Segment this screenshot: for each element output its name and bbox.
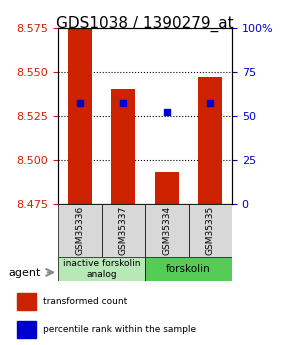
Bar <box>145 257 232 281</box>
Bar <box>102 204 145 257</box>
Text: GSM35335: GSM35335 <box>206 206 215 255</box>
Bar <box>111 89 135 204</box>
Text: GSM35336: GSM35336 <box>75 206 84 255</box>
Text: transformed count: transformed count <box>43 297 127 306</box>
Bar <box>145 204 188 257</box>
Text: forskolin: forskolin <box>166 264 211 274</box>
Bar <box>58 204 102 257</box>
Bar <box>58 257 145 281</box>
Text: percentile rank within the sample: percentile rank within the sample <box>43 325 196 334</box>
Text: agent: agent <box>9 268 41 278</box>
Text: GSM35334: GSM35334 <box>162 206 171 255</box>
Bar <box>155 172 179 204</box>
Text: inactive forskolin
analog: inactive forskolin analog <box>63 259 140 279</box>
Bar <box>68 28 92 204</box>
Text: GDS1038 / 1390279_at: GDS1038 / 1390279_at <box>56 16 234 32</box>
Bar <box>17 321 36 338</box>
Text: GSM35337: GSM35337 <box>119 206 128 255</box>
Bar <box>17 293 36 310</box>
Bar <box>188 204 232 257</box>
Bar <box>198 77 222 204</box>
